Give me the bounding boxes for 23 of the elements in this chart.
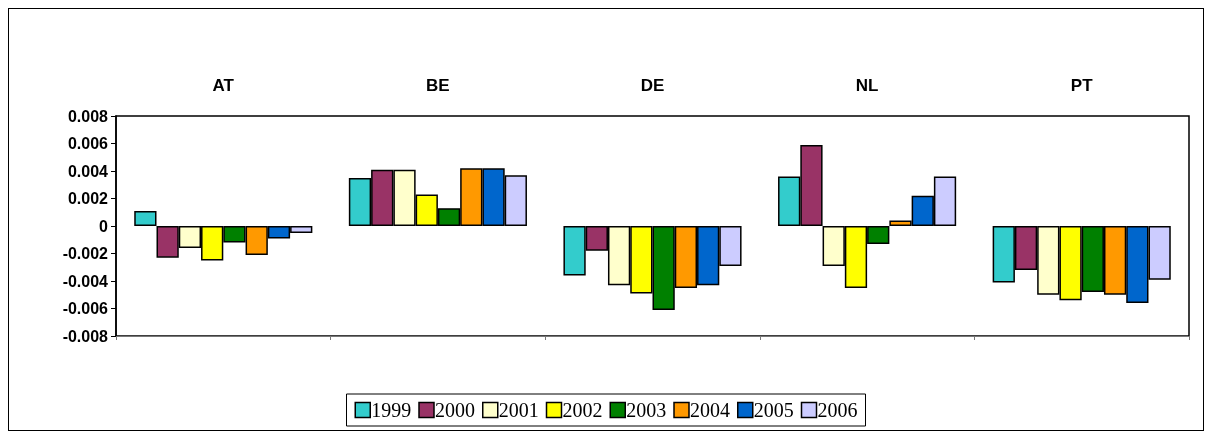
y-tick-label: -0.002 bbox=[62, 245, 109, 262]
y-tick-label: 0.002 bbox=[67, 190, 109, 207]
legend-label: 2005 bbox=[753, 399, 794, 421]
y-tick-label: 0.006 bbox=[67, 135, 109, 152]
y-tick-label: -0.008 bbox=[62, 327, 109, 345]
legend-label: 1999 bbox=[371, 399, 412, 421]
x-tick-label: DE bbox=[640, 76, 665, 95]
y-tick-label: -0.006 bbox=[62, 300, 109, 317]
legend-label: 2001 bbox=[498, 399, 539, 421]
y-tick-label: 0.008 bbox=[67, 107, 109, 125]
legend-label: 2002 bbox=[562, 399, 603, 421]
x-tick-label: NL bbox=[855, 76, 879, 95]
x-tick-label: PT bbox=[1070, 76, 1094, 95]
legend-label: 2006 bbox=[817, 399, 858, 421]
bar bbox=[134, 210, 157, 226]
x-tick-label: AT bbox=[212, 76, 235, 95]
y-tick-label: 0 bbox=[99, 217, 109, 235]
legend-label: 2003 bbox=[626, 399, 667, 421]
legend-label: 2000 bbox=[435, 399, 475, 421]
legend-label: 2004 bbox=[690, 399, 730, 421]
y-tick-label: -0.004 bbox=[62, 272, 109, 290]
x-tick-label: BE bbox=[426, 76, 450, 95]
y-tick-label: 0.004 bbox=[67, 162, 109, 180]
